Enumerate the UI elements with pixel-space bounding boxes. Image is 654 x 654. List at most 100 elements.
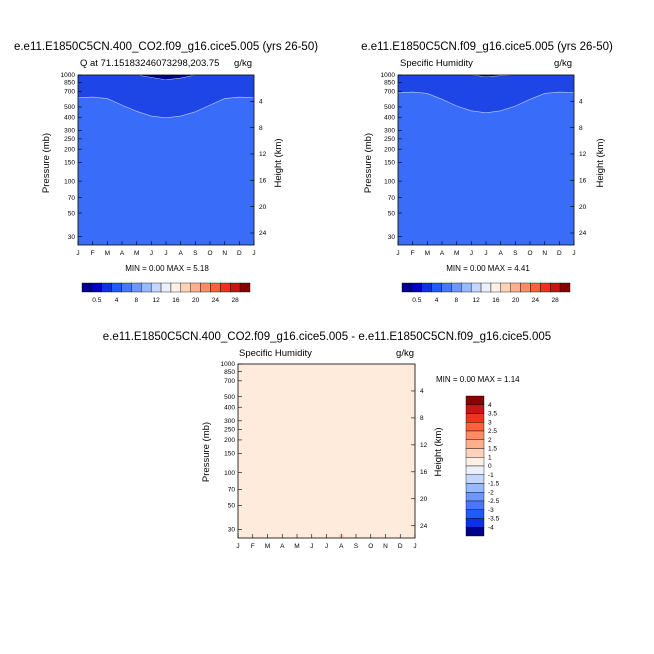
month-tick-label: J — [310, 543, 313, 550]
contour-band-0.5 — [397, 91, 575, 246]
colorbar-swatch — [465, 474, 485, 484]
colorbar-swatch — [180, 282, 191, 293]
colorbar-label: 8 — [455, 297, 459, 304]
month-tick-label: F — [411, 250, 415, 257]
colorbar-swatch — [111, 282, 122, 293]
colorbar-label: -4 — [488, 524, 494, 531]
colorbar-label: 16 — [172, 297, 180, 304]
colorbar-swatch — [220, 282, 231, 293]
pressure-tick-label: 700 — [64, 89, 75, 96]
colorbar-label: 28 — [232, 297, 240, 304]
height-tick-label: 4 — [420, 388, 424, 395]
pressure-tick-label: 200 — [384, 146, 395, 153]
colorbar-swatch — [540, 282, 551, 293]
pressure-tick-label: 150 — [64, 160, 75, 167]
panel1-pressure-axis-label: Pressure (mb) — [41, 133, 52, 193]
colorbar-swatch — [510, 282, 521, 293]
colorbar-swatch — [465, 509, 485, 519]
panel2-height-axis-label: Height (km) — [595, 138, 606, 187]
month-tick-label: M — [265, 543, 270, 550]
height-tick-label: 12 — [420, 442, 428, 449]
month-tick-label: M — [134, 250, 139, 257]
panel3-units-label: g/kg — [396, 348, 414, 359]
month-tick-label: N — [383, 543, 388, 550]
colorbar-swatch — [465, 500, 485, 510]
colorbar-swatch — [465, 430, 485, 440]
panel2-pressure-axis-label: Pressure (mb) — [363, 133, 374, 193]
pressure-tick-label: 250 — [384, 136, 395, 143]
panel3-title: e.e11.E1850C5CN.400_CO2.f09_g16.cice5.00… — [103, 331, 551, 343]
colorbar-swatch — [421, 282, 432, 293]
panel3-height-axis-label: Height (km) — [433, 427, 444, 476]
colorbar-label: 3 — [488, 419, 492, 426]
panel1-title: e.e11.E1850C5CN.400_CO2.f09_g16.cice5.00… — [14, 41, 318, 53]
colorbar-swatch — [465, 492, 485, 502]
panel2-units-label: g/kg — [554, 58, 572, 69]
pressure-tick-label: 1000 — [381, 72, 396, 79]
pressure-tick-label: 30 — [388, 234, 396, 241]
panel1-minmax: MIN = 0.00 MAX = 5.18 — [125, 264, 209, 273]
pressure-tick-label: 400 — [384, 114, 395, 121]
colorbar-swatch — [465, 457, 485, 467]
height-tick-label: 8 — [579, 125, 583, 132]
colorbar-label: 28 — [552, 297, 560, 304]
colorbar-swatch — [101, 282, 112, 293]
colorbar-label: 4 — [115, 297, 119, 304]
colorbar-label: 4 — [435, 297, 439, 304]
pressure-tick-label: 1000 — [221, 361, 236, 368]
month-tick-label: J — [325, 543, 328, 550]
height-tick-label: 8 — [420, 415, 424, 422]
colorbar-swatch — [500, 282, 511, 293]
colorbar-swatch — [81, 282, 93, 293]
month-tick-label: O — [527, 250, 532, 257]
colorbar-swatch — [170, 282, 182, 293]
height-tick-label: 20 — [420, 496, 428, 503]
month-tick-label: O — [368, 543, 373, 550]
month-tick-label: J — [396, 250, 399, 257]
pressure-tick-label: 250 — [224, 427, 235, 434]
colorbar-swatch — [465, 413, 485, 423]
pressure-tick-label: 100 — [384, 178, 395, 185]
height-tick-label: 24 — [579, 230, 587, 237]
month-tick-label: A — [440, 250, 445, 257]
colorbar-swatch — [121, 282, 132, 293]
month-tick-label: J — [572, 250, 575, 257]
colorbar-swatch — [490, 282, 502, 293]
pressure-tick-label: 300 — [384, 128, 395, 135]
pressure-tick-label: 70 — [228, 487, 236, 494]
colorbar-label: 2.5 — [488, 428, 497, 435]
month-tick-label: A — [339, 543, 344, 550]
colorbar-label: 24 — [212, 297, 220, 304]
colorbar-swatch — [431, 282, 442, 293]
colorbar-swatch — [210, 282, 221, 293]
pressure-tick-label: 100 — [64, 178, 75, 185]
height-tick-label: 12 — [259, 151, 267, 158]
month-tick-label: M — [454, 250, 459, 257]
colorbar-swatch — [160, 282, 172, 293]
colorbar-swatch — [465, 404, 485, 414]
height-tick-label: 20 — [259, 204, 267, 211]
colorbar-swatch — [470, 282, 482, 293]
colorbar-swatch — [480, 282, 492, 293]
pressure-tick-label: 1000 — [61, 72, 76, 79]
month-tick-label: A — [280, 543, 285, 550]
colorbar-swatch — [520, 282, 531, 293]
month-tick-label: D — [398, 543, 403, 550]
pressure-tick-label: 100 — [224, 470, 235, 477]
height-tick-label: 4 — [259, 99, 263, 106]
pressure-tick-label: 400 — [224, 404, 235, 411]
month-tick-label: F — [251, 543, 255, 550]
pressure-tick-label: 30 — [68, 234, 76, 241]
panel3-minmax: MIN = 0.00 MAX = 1.14 — [436, 375, 520, 384]
colorbar-label: -2 — [488, 489, 494, 496]
pressure-tick-label: 50 — [228, 503, 236, 510]
height-tick-label: 16 — [259, 178, 267, 185]
panel3-colorbar: 4 3.53 2.5 2 1.51 0 -1 -1.5-2 -2.5 -3 -3.5-4 — [465, 395, 500, 537]
colorbar-swatch — [465, 483, 485, 493]
month-tick-label: N — [222, 250, 227, 257]
panel1-units-label: g/kg — [234, 58, 252, 69]
month-tick-label: J — [76, 250, 79, 257]
height-tick-label: 24 — [420, 523, 428, 530]
